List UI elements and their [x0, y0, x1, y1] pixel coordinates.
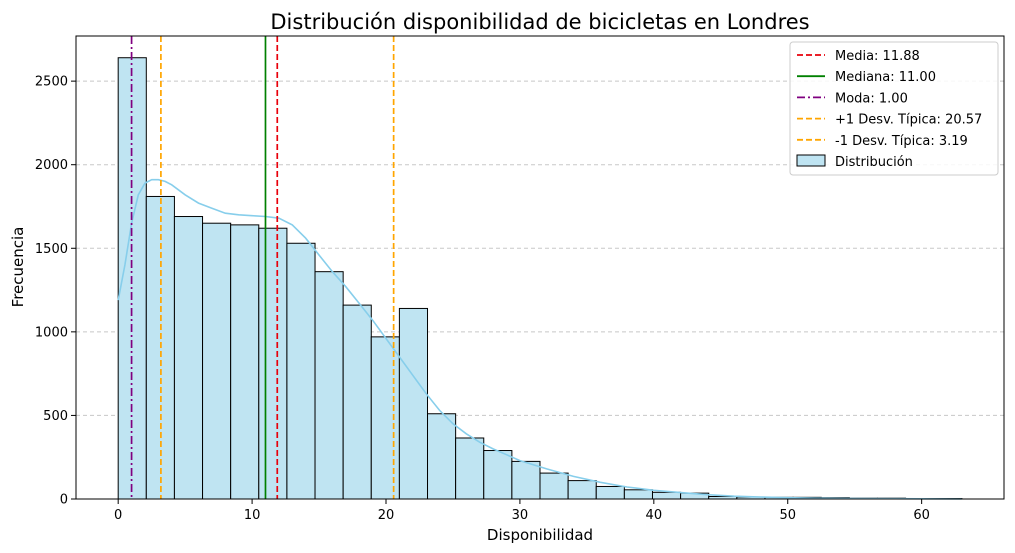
y-tick-label: 2500 — [35, 75, 68, 90]
legend-entry-label: +1 Desv. Típica: 20.57 — [835, 113, 982, 128]
kde-curve — [117, 178, 962, 500]
histogram-bar — [370, 336, 400, 500]
histogram-bars — [117, 57, 963, 500]
histogram-bar — [202, 222, 232, 500]
histogram-bar — [173, 216, 204, 500]
histogram-bar — [595, 485, 625, 500]
y-tick-label: 1000 — [35, 325, 68, 340]
x-axis-ticks: 0 10 20 30 40 50 60 — [114, 499, 930, 523]
histogram-bar — [427, 413, 457, 500]
x-axis-label: Disponibilidad — [487, 526, 593, 544]
x-tick-label: 50 — [779, 508, 796, 523]
histogram-bar — [398, 307, 429, 500]
legend-entry-label: Moda: 1.00 — [835, 91, 908, 106]
x-tick-label: 40 — [646, 508, 663, 523]
histogram-bar — [539, 472, 569, 500]
chart-title: Distribución disponibilidad de bicicleta… — [270, 10, 809, 34]
legend-entry-label: Distribución — [835, 155, 913, 170]
x-tick-label: 30 — [512, 508, 529, 523]
y-axis-ticks: 0 500 1000 1500 2000 2500 — [35, 75, 76, 508]
plot-frame — [75, 35, 1005, 500]
y-tick-label: 1500 — [35, 242, 68, 257]
histogram-bar — [511, 460, 541, 500]
x-tick-label: 20 — [378, 508, 395, 523]
x-tick-label: 60 — [913, 508, 930, 523]
histogram-bar — [567, 480, 597, 500]
legend-entry-label: -1 Desv. Típica: 3.19 — [835, 134, 968, 149]
y-tick-label: 2000 — [35, 158, 68, 173]
x-tick-label: 0 — [114, 508, 122, 523]
legend-entry-label: Mediana: 11.00 — [835, 70, 936, 85]
histogram-bar — [258, 227, 288, 500]
y-tick-label: 0 — [60, 493, 68, 508]
y-tick-label: 500 — [43, 409, 68, 424]
x-tick-label: 10 — [244, 508, 261, 523]
legend-entry-label: Media: 11.88 — [835, 49, 920, 64]
y-axis-label: Frecuencia — [9, 227, 27, 308]
histogram-bar — [483, 450, 513, 500]
histogram-bar — [230, 224, 260, 500]
reference-lines — [130, 36, 395, 499]
legend: Media: 11.88 Mediana: 11.00 Moda: 1.00 +1 D… — [789, 41, 999, 176]
kde-curve-layer — [117, 178, 962, 500]
legend-swatch — [796, 154, 826, 167]
legend-box — [789, 41, 999, 176]
histogram-bar — [651, 491, 682, 500]
histogram-bar — [455, 437, 485, 500]
histogram-bar — [286, 242, 316, 500]
histogram-bar — [342, 304, 372, 500]
histogram-bar — [623, 489, 653, 500]
histogram-bar — [314, 271, 344, 500]
